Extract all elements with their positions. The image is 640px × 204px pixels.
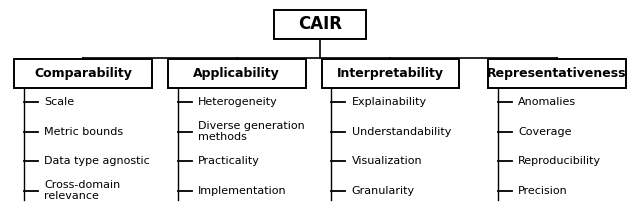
Text: Metric bounds: Metric bounds xyxy=(45,126,124,137)
Text: Scale: Scale xyxy=(45,97,75,107)
FancyBboxPatch shape xyxy=(321,59,459,88)
Text: Data type agnostic: Data type agnostic xyxy=(45,156,150,166)
Text: Precision: Precision xyxy=(518,186,568,196)
Text: CAIR: CAIR xyxy=(298,16,342,33)
FancyBboxPatch shape xyxy=(15,59,152,88)
Text: Coverage: Coverage xyxy=(518,126,572,137)
Text: Heterogeneity: Heterogeneity xyxy=(198,97,278,107)
Text: Understandability: Understandability xyxy=(352,126,451,137)
Text: Explainability: Explainability xyxy=(352,97,427,107)
FancyBboxPatch shape xyxy=(168,59,306,88)
Text: Anomalies: Anomalies xyxy=(518,97,576,107)
Text: Representativeness: Representativeness xyxy=(487,67,627,80)
Text: Practicality: Practicality xyxy=(198,156,260,166)
Text: Diverse generation
methods: Diverse generation methods xyxy=(198,121,305,142)
Text: Granularity: Granularity xyxy=(352,186,415,196)
Text: Cross-domain
relevance: Cross-domain relevance xyxy=(45,180,121,201)
Text: Interpretability: Interpretability xyxy=(337,67,444,80)
FancyBboxPatch shape xyxy=(488,59,625,88)
FancyBboxPatch shape xyxy=(274,10,366,39)
Text: Visualization: Visualization xyxy=(352,156,422,166)
Text: Applicability: Applicability xyxy=(193,67,280,80)
Text: Reproducibility: Reproducibility xyxy=(518,156,601,166)
Text: Comparability: Comparability xyxy=(35,67,132,80)
Text: Implementation: Implementation xyxy=(198,186,287,196)
